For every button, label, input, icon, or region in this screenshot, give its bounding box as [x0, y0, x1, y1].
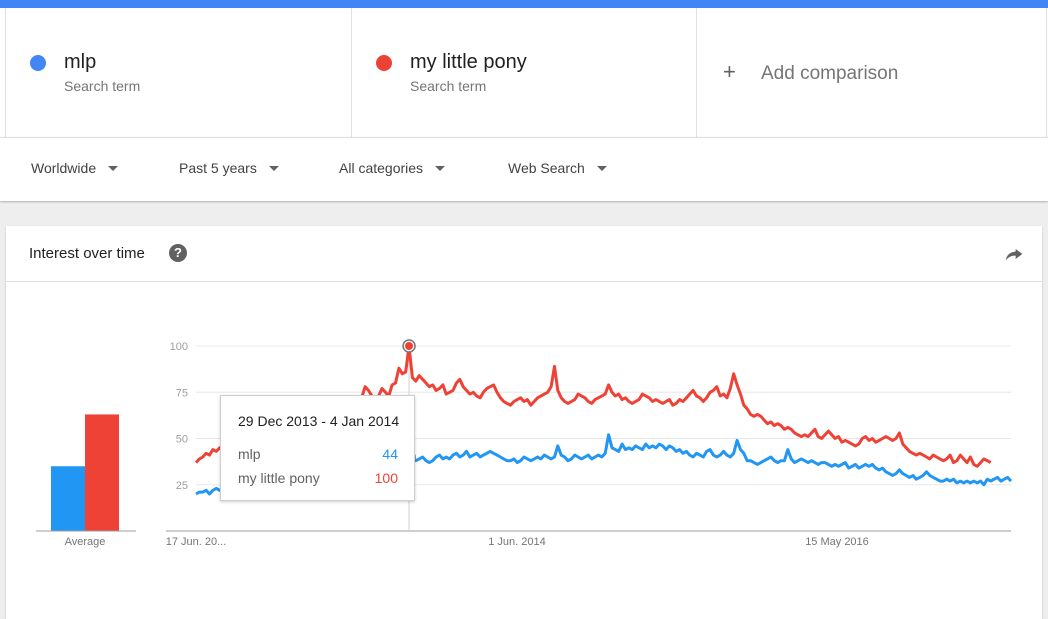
term-sublabel: Search term: [64, 78, 141, 94]
filter-location-dropdown[interactable]: Worldwide: [31, 160, 119, 176]
share-icon[interactable]: [1003, 244, 1025, 264]
card-title: Interest over time: [29, 245, 145, 262]
filter-bar: Worldwide Past 5 years All categories We…: [0, 137, 1048, 201]
x-tick-label: 1 Jun. 2014: [488, 536, 546, 548]
filter-label: All categories: [339, 160, 424, 176]
caret-down-icon: [596, 165, 607, 171]
filter-label: Worldwide: [31, 160, 97, 176]
tooltip-date: 29 Dec 2013 - 4 Jan 2014: [238, 413, 400, 429]
add-comparison-label: Add comparison: [761, 63, 899, 84]
plus-icon: +: [723, 59, 736, 84]
x-tick-label: 15 May 2016: [805, 536, 869, 548]
caret-down-icon: [268, 165, 279, 171]
filter-search-type-dropdown[interactable]: Web Search: [508, 160, 607, 176]
add-comparison-button[interactable]: + Add comparison: [697, 8, 1047, 137]
chart-tooltip: 29 Dec 2013 - 4 Jan 2014 mlp 44 my littl…: [220, 395, 415, 501]
term-name: mlp: [64, 51, 97, 73]
term-name: my little pony: [410, 51, 527, 73]
y-tick-label: 75: [176, 387, 188, 399]
term-color-dot-icon: [376, 55, 392, 71]
y-tick-label: 100: [170, 341, 188, 353]
term-card-my-little-pony[interactable]: my little pony Search term: [352, 8, 697, 137]
average-bar: [85, 414, 119, 531]
caret-down-icon: [435, 165, 446, 171]
average-label: Average: [65, 536, 106, 548]
average-bar: [51, 466, 85, 531]
top-accent-bar: [0, 0, 1048, 8]
term-sublabel: Search term: [410, 78, 487, 94]
x-tick-label: 17 Jun. 20...: [166, 536, 227, 548]
hover-point: [405, 342, 414, 350]
filter-label: Past 5 years: [179, 160, 257, 176]
tooltip-series-label: my little pony: [238, 470, 320, 486]
term-color-dot-icon: [30, 55, 46, 71]
term-card-mlp[interactable]: mlp Search term: [5, 8, 352, 137]
tooltip-series-value: 44: [382, 446, 398, 462]
caret-down-icon: [108, 165, 119, 171]
tooltip-series-value: 100: [374, 470, 398, 486]
filter-label: Web Search: [508, 160, 585, 176]
card-header: Interest over time ?: [6, 226, 1042, 282]
filter-time-dropdown[interactable]: Past 5 years: [179, 160, 279, 176]
interest-over-time-card: Interest over time ?: [6, 226, 1042, 619]
filter-category-dropdown[interactable]: All categories: [339, 160, 446, 176]
y-tick-label: 25: [176, 480, 188, 492]
help-icon[interactable]: ?: [169, 244, 187, 262]
search-terms-bar: mlp Search term my little pony Search te…: [0, 8, 1048, 137]
y-tick-label: 50: [176, 434, 188, 446]
tooltip-series-label: mlp: [238, 446, 261, 462]
